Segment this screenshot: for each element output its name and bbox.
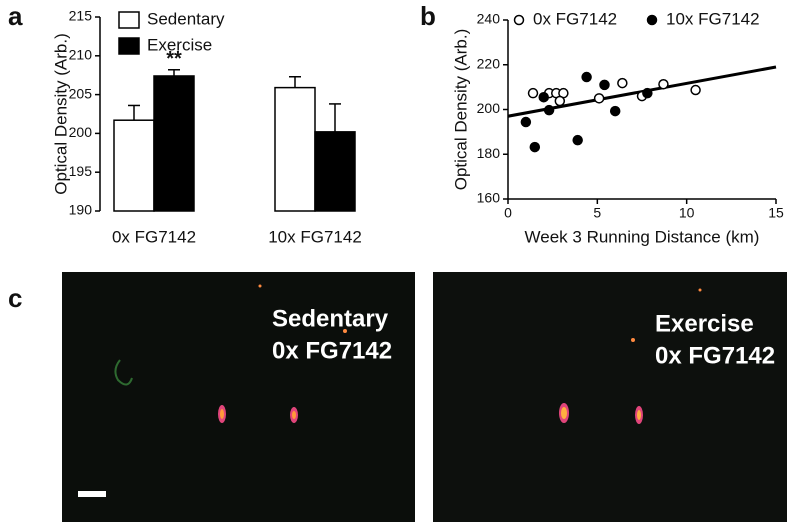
y-axis-label: Optical Density (Arb.) <box>51 33 70 195</box>
point <box>581 71 592 83</box>
x-tick-label: 10 <box>679 205 695 221</box>
point <box>593 93 605 104</box>
y-tick-label: 195 <box>69 163 93 179</box>
legend-swatch <box>118 37 140 55</box>
y-tick-label: 190 <box>69 202 93 218</box>
image-caption: Sedentary <box>272 305 389 332</box>
panel-label: b <box>420 1 436 31</box>
point <box>658 78 669 90</box>
x-tick-label: 0 <box>504 205 512 221</box>
point <box>690 84 701 96</box>
image-caption: Exercise <box>655 310 754 337</box>
point <box>527 87 539 99</box>
y-axis-label: Optical Density (Arb.) <box>451 29 470 191</box>
y-tick-label: 220 <box>477 55 501 71</box>
legend-label: 0x FG7142 <box>533 9 617 28</box>
y-tick-label: 210 <box>69 47 93 63</box>
point <box>642 87 653 99</box>
y-tick-label: 180 <box>477 145 501 161</box>
image-caption: 0x FG7142 <box>272 337 392 364</box>
panel-label: c <box>8 283 22 313</box>
panel-label: a <box>8 1 23 31</box>
point <box>609 105 621 117</box>
y-tick-label: 205 <box>69 85 93 101</box>
point <box>538 91 549 103</box>
y-tick-label: 200 <box>477 100 501 116</box>
micrograph: Exercise 0x FG7142 <box>433 272 787 522</box>
point <box>599 79 610 91</box>
bar <box>153 75 195 212</box>
legend-marker <box>646 14 658 26</box>
x-tick-label: 15 <box>768 205 784 221</box>
legend-label: 10x FG7142 <box>666 9 760 28</box>
x-tick-label: 0x FG7142 <box>112 227 196 246</box>
y-tick-label: 240 <box>477 11 501 27</box>
point <box>617 77 628 89</box>
x-axis-label: Week 3 Running Distance (km) <box>525 227 760 246</box>
y-tick-label: 160 <box>477 190 501 206</box>
point <box>572 134 583 146</box>
point <box>543 104 555 116</box>
image-caption: 0x FG7142 <box>655 342 775 369</box>
x-tick-label: 5 <box>593 205 601 221</box>
legend-marker <box>513 14 525 26</box>
significance: ** <box>166 48 182 70</box>
legend-swatch <box>118 11 140 29</box>
micrograph: Sedentary 0x FG7142 <box>62 272 415 522</box>
x-tick-label: 10x FG7142 <box>268 227 362 246</box>
point <box>520 116 532 128</box>
legend-label: Exercise <box>147 35 212 54</box>
y-tick-label: 215 <box>69 8 93 24</box>
legend-label: Sedentary <box>147 9 225 28</box>
y-tick-label: 200 <box>69 124 93 140</box>
bar <box>314 131 356 212</box>
bar <box>274 86 316 212</box>
point <box>529 141 541 153</box>
point <box>554 95 566 107</box>
bar <box>113 119 155 212</box>
